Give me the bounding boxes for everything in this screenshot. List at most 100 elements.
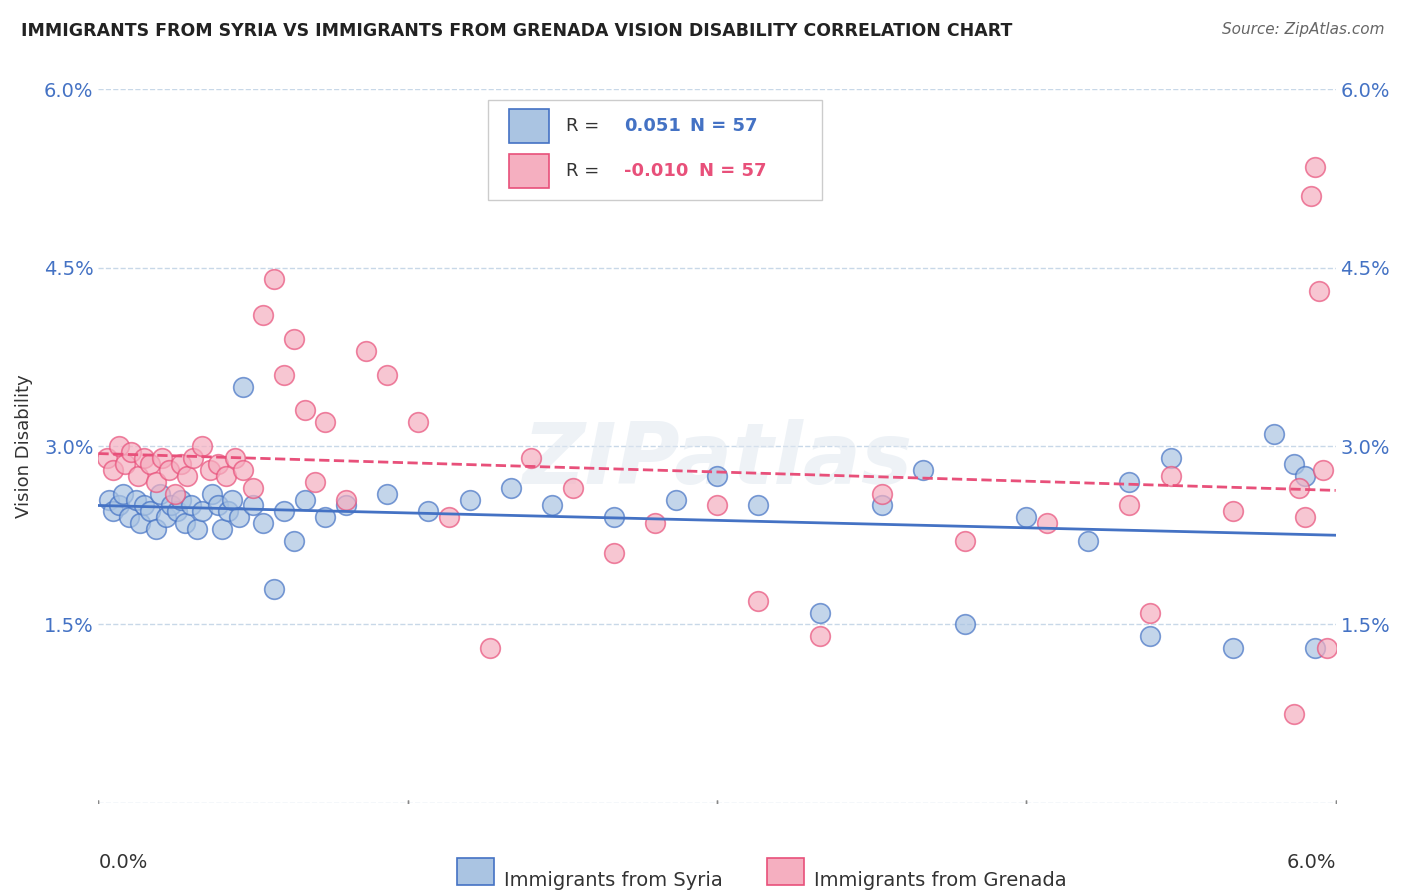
- Text: Source: ZipAtlas.com: Source: ZipAtlas.com: [1222, 22, 1385, 37]
- Point: [314, 510, 336, 524]
- Point: [132, 499, 155, 513]
- FancyBboxPatch shape: [766, 858, 804, 885]
- Point: [150, 450, 173, 465]
- Point: [1308, 285, 1330, 299]
- Point: [252, 308, 274, 322]
- Text: N = 57: N = 57: [690, 118, 758, 136]
- Point: [1118, 499, 1140, 513]
- Point: [520, 450, 543, 465]
- Point: [124, 492, 146, 507]
- Point: [1160, 468, 1182, 483]
- Point: [155, 510, 177, 524]
- Point: [808, 629, 831, 643]
- Point: [207, 499, 229, 513]
- FancyBboxPatch shape: [509, 154, 548, 188]
- Point: [163, 486, 186, 500]
- Text: 0.0%: 0.0%: [98, 853, 148, 871]
- Point: [118, 510, 141, 524]
- Point: [870, 499, 893, 513]
- Point: [375, 368, 398, 382]
- Point: [706, 499, 728, 513]
- Point: [1316, 641, 1339, 656]
- Point: [1303, 641, 1326, 656]
- Point: [97, 492, 120, 507]
- Point: [479, 641, 502, 656]
- Point: [101, 504, 124, 518]
- Text: -0.010: -0.010: [624, 162, 689, 180]
- Point: [181, 450, 204, 465]
- Point: [665, 492, 688, 507]
- Point: [128, 516, 150, 531]
- Point: [541, 499, 564, 513]
- Text: Immigrants from Grenada: Immigrants from Grenada: [814, 871, 1066, 890]
- Point: [418, 504, 440, 518]
- Point: [217, 504, 239, 518]
- Text: ZIPatlas: ZIPatlas: [522, 418, 912, 502]
- Point: [273, 504, 295, 518]
- Point: [1222, 641, 1244, 656]
- Point: [1160, 450, 1182, 465]
- Point: [207, 457, 229, 471]
- Point: [242, 499, 264, 513]
- Point: [221, 492, 243, 507]
- Point: [953, 534, 976, 549]
- Point: [1299, 189, 1322, 203]
- Point: [215, 468, 238, 483]
- Point: [1288, 481, 1310, 495]
- Point: [706, 468, 728, 483]
- Point: [294, 403, 316, 417]
- Point: [561, 481, 583, 495]
- Point: [176, 468, 198, 483]
- Point: [180, 499, 202, 513]
- Point: [201, 486, 224, 500]
- Point: [335, 499, 357, 513]
- Point: [437, 510, 460, 524]
- Point: [112, 486, 135, 500]
- Point: [190, 439, 212, 453]
- Point: [335, 492, 357, 507]
- Point: [1263, 427, 1285, 442]
- Text: R =: R =: [567, 162, 605, 180]
- Point: [603, 546, 626, 560]
- Text: Immigrants from Syria: Immigrants from Syria: [505, 871, 723, 890]
- Point: [132, 450, 155, 465]
- Point: [149, 486, 172, 500]
- Point: [170, 457, 193, 471]
- Text: N = 57: N = 57: [699, 162, 766, 180]
- FancyBboxPatch shape: [488, 100, 823, 200]
- Point: [145, 522, 167, 536]
- Point: [458, 492, 481, 507]
- Point: [1294, 468, 1316, 483]
- Text: 6.0%: 6.0%: [1286, 853, 1336, 871]
- Point: [232, 463, 254, 477]
- Point: [232, 379, 254, 393]
- Y-axis label: Vision Disability: Vision Disability: [14, 374, 32, 518]
- Point: [263, 582, 285, 596]
- Point: [139, 457, 162, 471]
- Point: [96, 450, 118, 465]
- Point: [644, 516, 666, 531]
- Point: [198, 463, 221, 477]
- Point: [157, 463, 180, 477]
- Point: [747, 499, 769, 513]
- FancyBboxPatch shape: [457, 858, 495, 885]
- Point: [1284, 706, 1306, 721]
- Point: [1077, 534, 1099, 549]
- Point: [1222, 504, 1244, 518]
- Point: [870, 486, 893, 500]
- Point: [375, 486, 398, 500]
- Point: [190, 504, 212, 518]
- Point: [166, 504, 188, 518]
- Point: [912, 463, 935, 477]
- Text: R =: R =: [567, 118, 605, 136]
- Point: [108, 499, 131, 513]
- Point: [174, 516, 197, 531]
- Point: [499, 481, 522, 495]
- Point: [145, 475, 167, 489]
- Point: [294, 492, 316, 507]
- Text: 0.051: 0.051: [624, 118, 681, 136]
- Point: [114, 457, 136, 471]
- Point: [304, 475, 326, 489]
- Point: [1015, 510, 1038, 524]
- Text: IMMIGRANTS FROM SYRIA VS IMMIGRANTS FROM GRENADA VISION DISABILITY CORRELATION C: IMMIGRANTS FROM SYRIA VS IMMIGRANTS FROM…: [21, 22, 1012, 40]
